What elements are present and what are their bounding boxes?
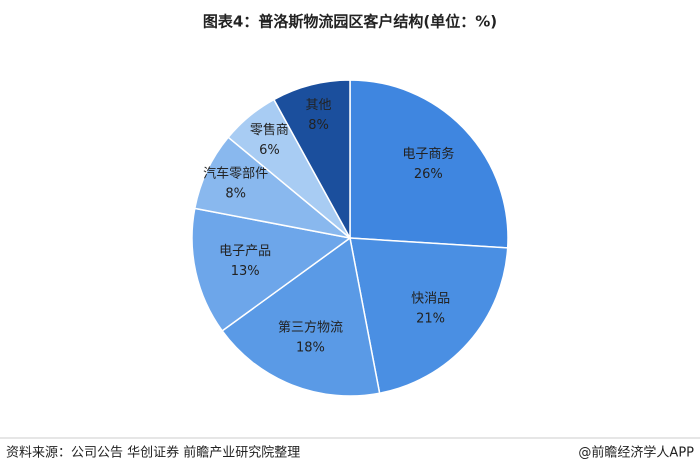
value-label: 8%	[225, 187, 246, 202]
pie-slice	[349, 237, 509, 395]
slice-label: 汽车零部件	[203, 166, 268, 182]
slice-label: 电子产品	[219, 244, 271, 259]
pie-slice	[191, 207, 352, 332]
pie-slice	[349, 79, 509, 249]
value-label: 26%	[414, 167, 443, 182]
value-label: 21%	[416, 312, 445, 327]
slice-label: 其他	[306, 98, 332, 113]
brand: @前瞻经济学人APP	[578, 445, 694, 461]
pie-slice	[221, 236, 381, 397]
slice-label: 零售商	[250, 122, 289, 138]
slice-label: 第三方物流	[278, 319, 343, 335]
value-label: 13%	[231, 264, 260, 279]
slice-label: 快消品	[411, 292, 450, 307]
value-label: 18%	[296, 340, 325, 355]
pie-slice	[272, 79, 351, 239]
chart-title: 图表4：普洛斯物流园区客户结构(单位：%)	[203, 13, 497, 31]
value-label: 6%	[259, 143, 280, 158]
value-label: 8%	[308, 118, 329, 133]
source: 资料来源：公司公告 华创证券 前瞻产业研究院整理	[6, 445, 300, 461]
slice-label: 电子商务	[402, 146, 454, 162]
